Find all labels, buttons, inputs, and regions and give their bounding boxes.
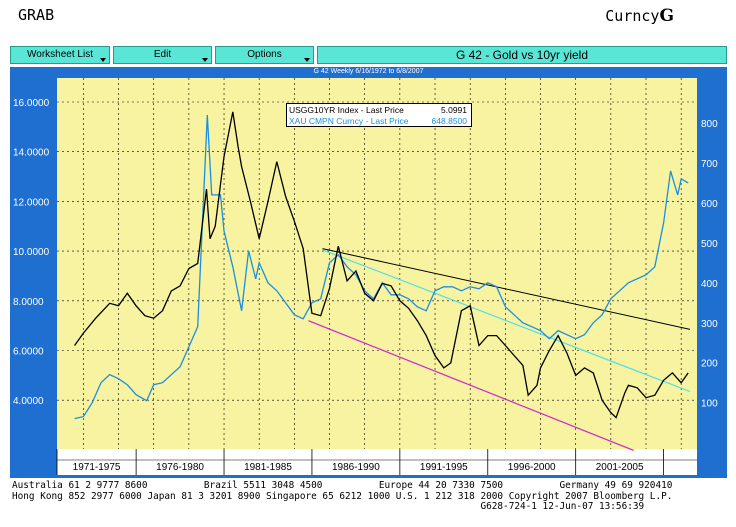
left-tick-label: 4.0000 [13,396,44,407]
right-tick-label: 100 [701,399,718,410]
left-tick-label: 6.0000 [13,347,44,358]
right-tick-label: 600 [701,199,718,210]
dropdown-arrow-icon [304,58,310,62]
dropdown-arrow-icon [100,58,106,62]
chart-svg: 16.0000 14.0000 12.0000 10.0000 8.0000 6.0000… [13,78,718,475]
left-tick-label: 14.0000 [13,148,50,159]
x-period-label: 2001-2005 [596,462,644,473]
legend-label: XAU CMPN Curncy - Last Price [289,116,409,126]
options-label: Options [247,49,282,60]
app-grab-label: GRAB [18,6,55,24]
left-tick-label: 12.0000 [13,197,50,208]
left-tick-label: 8.0000 [13,297,44,308]
legend-item-yield: USGG10YR Index - Last Price 5.0991 [289,105,469,116]
footer-line-1: Australia 61 2 9777 8600 Brazil 5511 304… [12,480,673,491]
x-period-label: 1986-1990 [332,462,380,473]
right-tick-label: 700 [701,159,718,170]
edit-button[interactable]: Edit [113,46,212,64]
chart-legend: USGG10YR Index - Last Price 5.0991 XAU CM… [286,103,472,127]
worksheet-list-button[interactable]: Worksheet List [10,46,110,64]
plot-area [57,78,697,449]
legend-value: 5.0991 [441,105,467,115]
curncy-key-label: CurncyG [605,6,674,26]
x-period-label: 1981-1985 [244,462,292,473]
footer-line-2: Hong Kong 852 2977 6000 Japan 81 3 3201 … [12,490,673,502]
yield-resistance-trendline [322,248,691,330]
left-tick-label: 10.0000 [13,247,50,258]
yield-support-trendline [308,320,634,451]
worksheet-list-label: Worksheet List [27,49,93,60]
yield-line [74,111,689,419]
right-tick-label: 400 [701,279,718,290]
curncy-text: Curncy [605,7,660,25]
right-tick-label: 800 [701,119,718,130]
right-tick-label: 300 [701,319,718,330]
x-period-label: 1991-1995 [420,462,468,473]
g-key-icon: G [659,6,674,26]
chart-title-box: G 42 - Gold vs 10yr yield [317,46,727,64]
x-period-label: 1996-2000 [508,462,556,473]
options-button[interactable]: Options [215,46,314,64]
edit-label: Edit [153,49,172,60]
x-period-label: 1971-1975 [73,462,121,473]
legend-value: 648.8500 [431,116,467,126]
footer-line-3: G628-724-1 12-Jun-07 13:56:39 [12,501,645,512]
menu-bar: Worksheet List Edit Options G 42 - Gold … [10,46,727,64]
x-period-label: 1976-1980 [156,462,204,473]
chart-frame: G 42 Weekly 6/16/1972 to 6/8/2007 16.000… [10,67,727,478]
gold-support-trendline [322,249,691,393]
footer-contacts: Australia 61 2 9777 8600 Brazil 5511 304… [12,480,673,513]
chart-subtitle: G 42 Weekly 6/16/1972 to 6/8/2007 [313,68,424,75]
legend-label: USGG10YR Index - Last Price [289,105,404,115]
right-tick-label: 500 [701,239,718,250]
x-axis-band [57,449,697,475]
dropdown-arrow-icon [202,58,208,62]
left-tick-label: 16.0000 [13,98,50,109]
legend-item-gold: XAU CMPN Curncy - Last Price 648.8500 [289,116,469,127]
right-tick-label: 200 [701,359,718,370]
